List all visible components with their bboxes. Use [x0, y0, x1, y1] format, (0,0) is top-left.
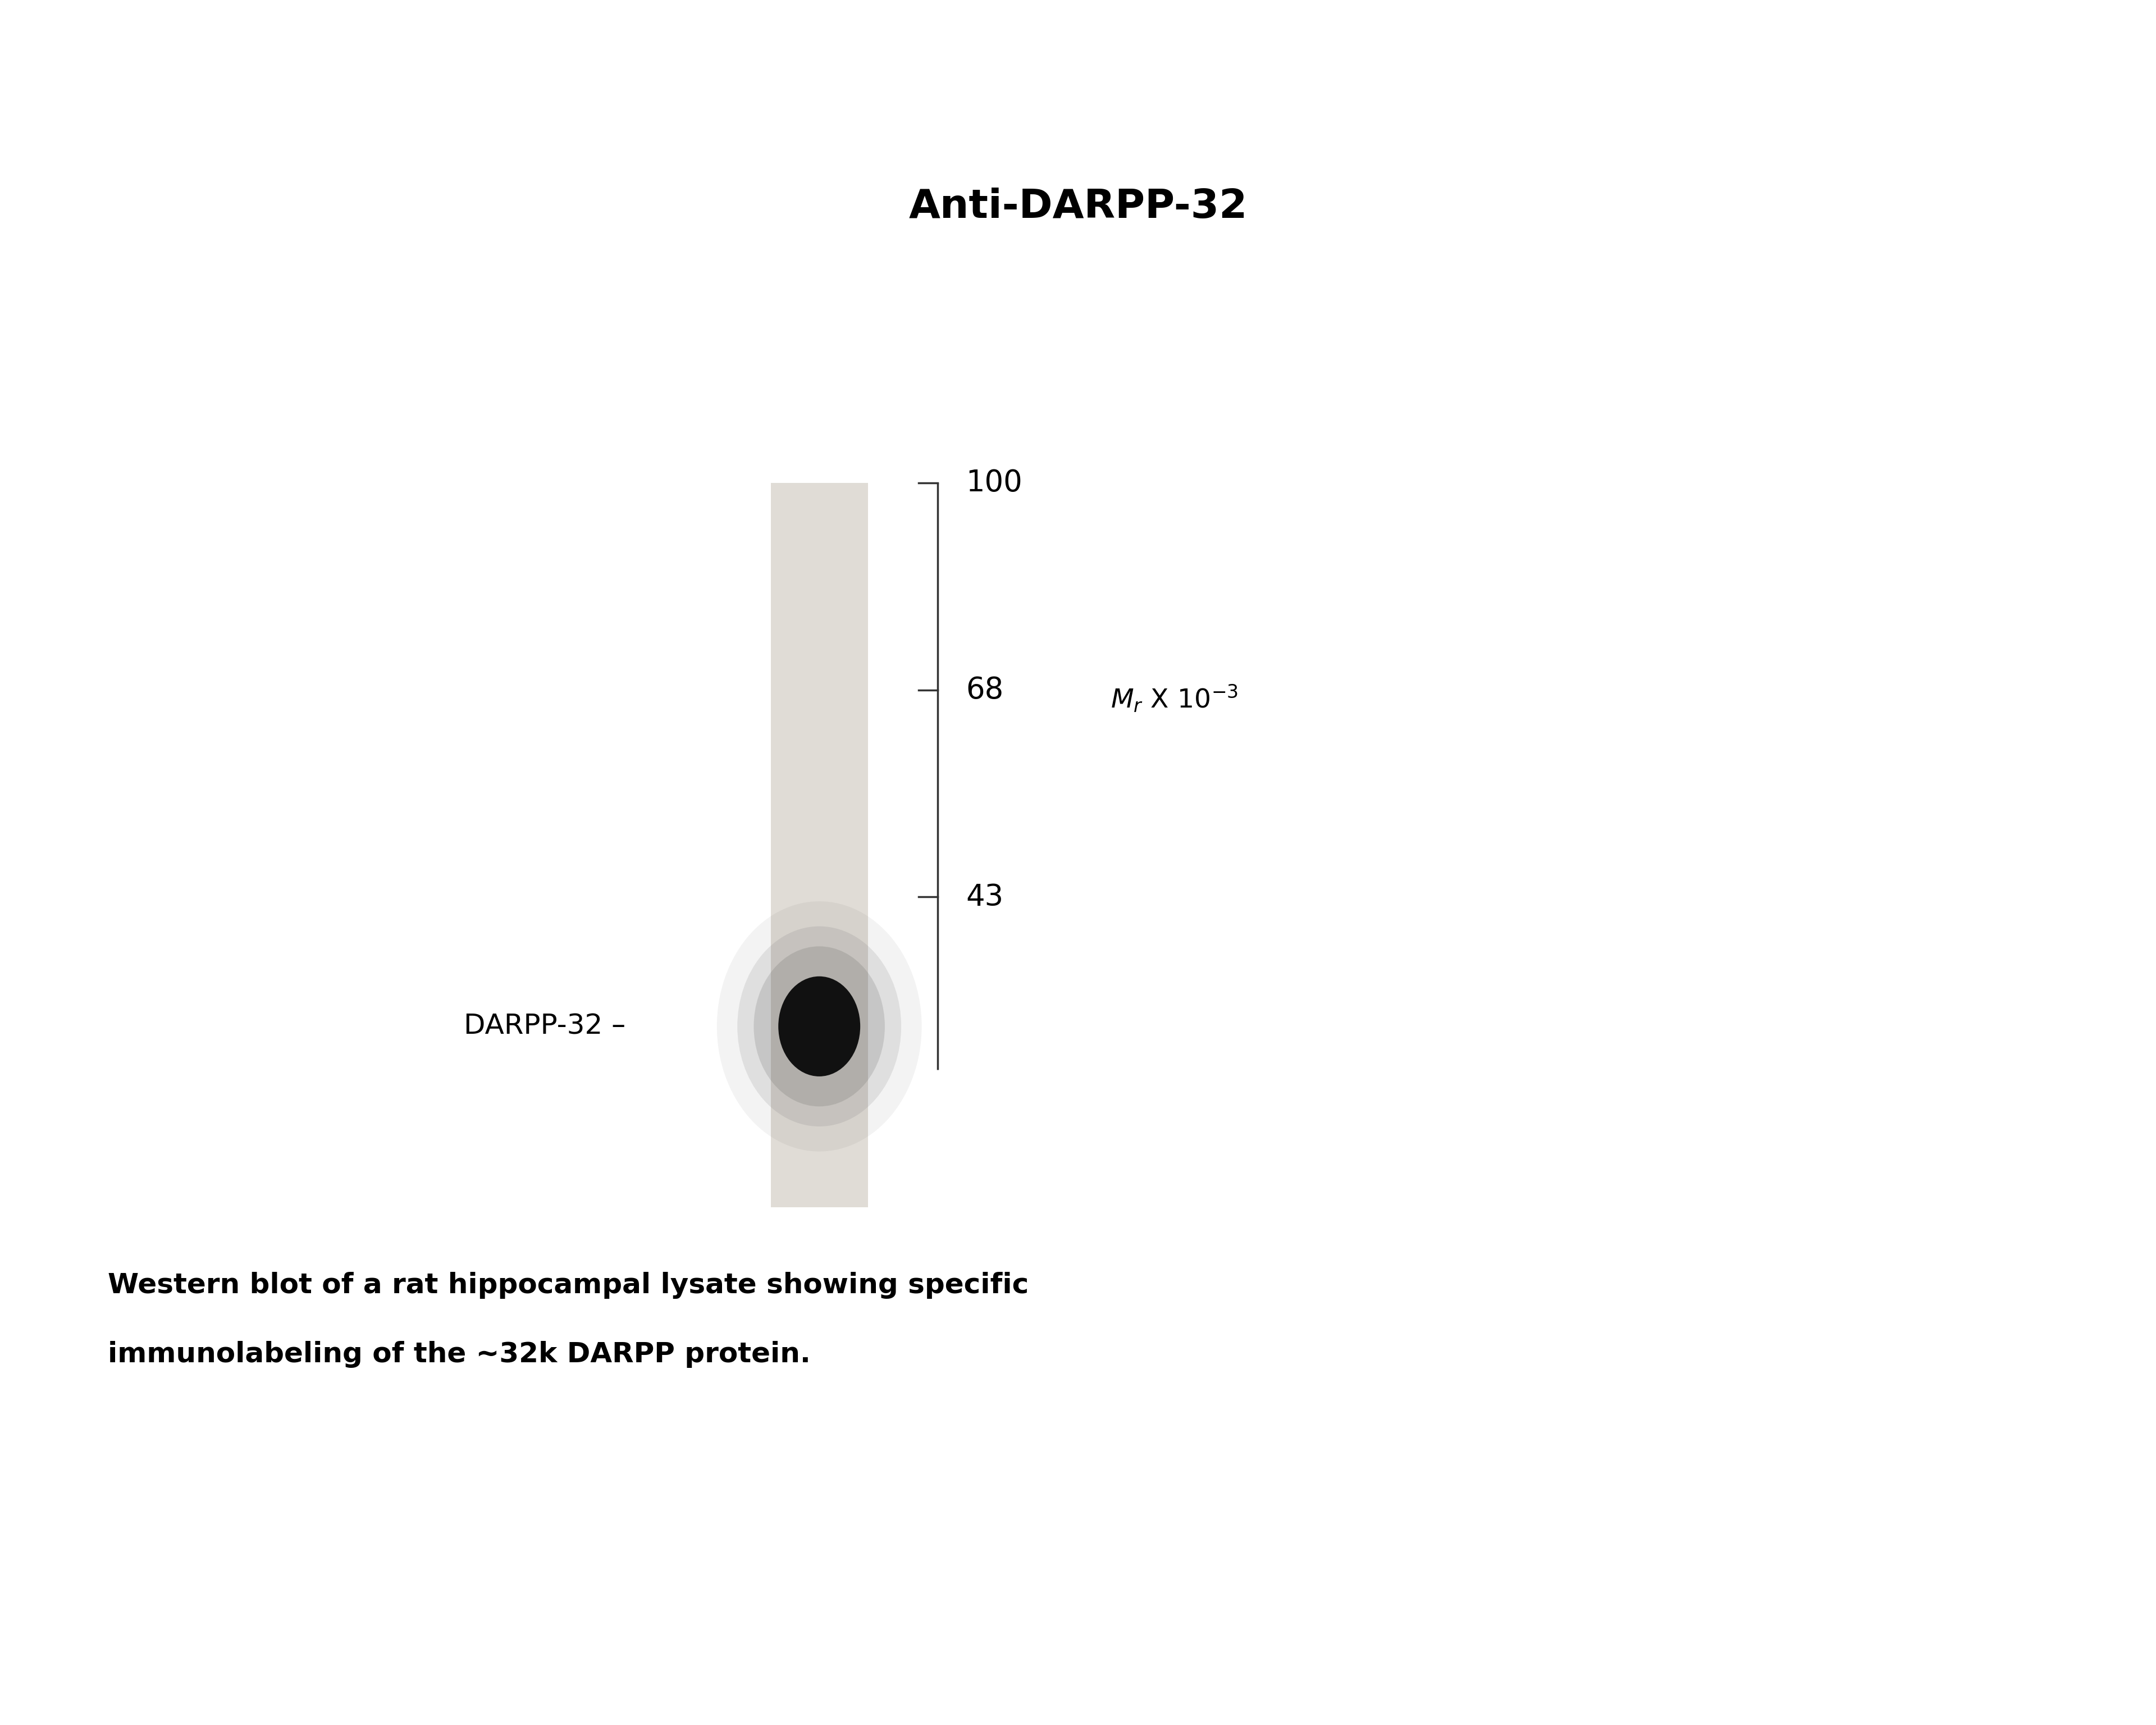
Text: 100: 100: [966, 469, 1022, 497]
Text: immunolabeling of the ~32k DARPP protein.: immunolabeling of the ~32k DARPP protein…: [108, 1340, 811, 1368]
Ellipse shape: [755, 947, 884, 1106]
Text: DARPP-32 –: DARPP-32 –: [464, 1013, 625, 1040]
Text: $M_r\ \mathregular{X}\ 10^{-3}$: $M_r\ \mathregular{X}\ 10^{-3}$: [1110, 683, 1238, 714]
Bar: [772, 483, 867, 1207]
Ellipse shape: [737, 926, 901, 1126]
Ellipse shape: [716, 900, 923, 1152]
Text: 68: 68: [966, 676, 1005, 704]
Text: Anti-DARPP-32: Anti-DARPP-32: [908, 188, 1248, 226]
Text: 43: 43: [966, 883, 1003, 911]
Text: Western blot of a rat hippocampal lysate showing specific: Western blot of a rat hippocampal lysate…: [108, 1271, 1028, 1299]
Ellipse shape: [778, 976, 860, 1076]
